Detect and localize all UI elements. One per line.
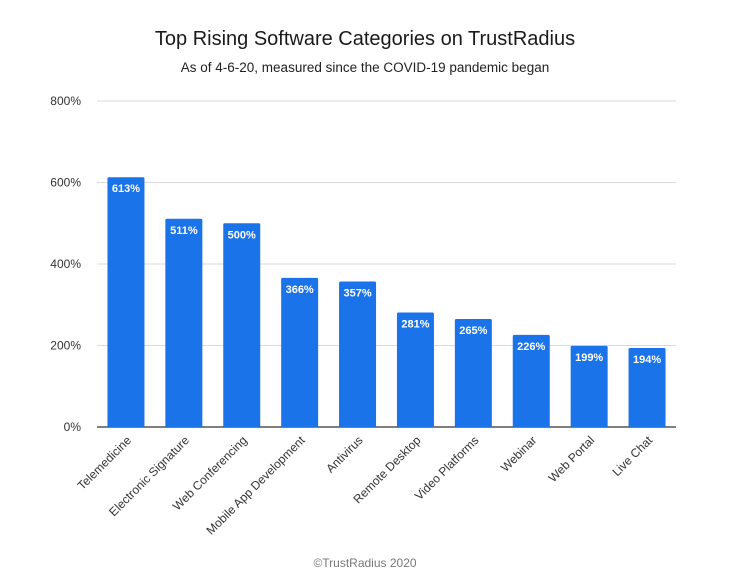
bar-data-label: 613%	[112, 183, 140, 195]
bar	[107, 177, 145, 427]
x-tick-label: Web Portal	[546, 433, 598, 485]
bar-data-label: 194%	[633, 354, 661, 366]
y-tick-label: 200%	[50, 339, 81, 353]
x-tick-label: Webinar	[498, 433, 539, 474]
y-tick-label: 800%	[50, 94, 81, 108]
y-tick-label: 400%	[50, 257, 81, 271]
bar-data-label: 281%	[401, 318, 429, 330]
bar	[223, 223, 261, 427]
bar-data-label: 265%	[459, 325, 487, 337]
bar	[281, 277, 319, 427]
bar-data-label: 226%	[517, 341, 545, 353]
bar	[512, 334, 550, 427]
bar	[339, 281, 377, 427]
x-tick-label: Antivirus	[323, 433, 365, 475]
bar	[165, 218, 203, 427]
bar-data-label: 357%	[343, 288, 371, 300]
bar	[454, 319, 492, 427]
chart-subtitle: As of 4-6-20, measured since the COVID-1…	[180, 60, 550, 75]
bar-data-label: 500%	[228, 229, 256, 241]
bar-data-label: 366%	[286, 284, 314, 296]
y-tick-label: 600%	[50, 176, 81, 190]
x-tick-label: Mobile App Development	[204, 433, 309, 538]
bar-data-label: 511%	[170, 225, 198, 237]
bar	[628, 347, 666, 427]
y-tick-label: 0%	[64, 420, 82, 434]
bar	[396, 312, 434, 427]
y-axis-tick-labels: 0% 200% 400% 600% 800%	[50, 94, 81, 434]
chart-title: Top Rising Software Categories on TrustR…	[154, 28, 576, 50]
bar	[570, 345, 608, 427]
x-tick-label: Telemedicine	[75, 433, 135, 493]
bar-data-label: 199%	[575, 352, 603, 364]
bars: 613% 511% 500% 366% 357% 281% 265% 226% 199% 194%	[107, 177, 666, 427]
x-tick-label: Live Chat	[609, 433, 655, 479]
copyright-footer: ©TrustRadius 2020	[313, 556, 417, 570]
